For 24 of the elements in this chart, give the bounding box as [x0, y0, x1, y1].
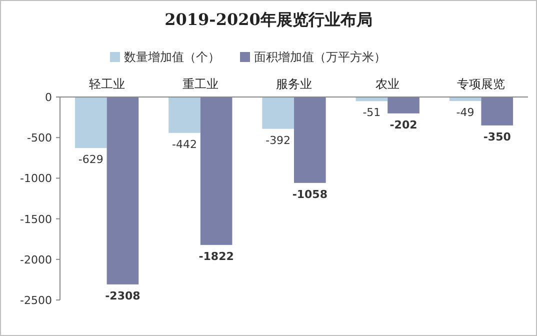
y-tick-label: -1500: [20, 212, 52, 226]
y-tick-label: -2000: [20, 253, 52, 266]
y-tick-label: -1000: [20, 172, 52, 186]
data-label: -442: [172, 138, 197, 151]
data-label: -51: [362, 106, 381, 120]
y-tick-label: -2500: [20, 294, 52, 307]
y-tick-label: -500: [27, 132, 52, 145]
data-label: -202: [390, 118, 418, 132]
data-label: -49: [456, 106, 474, 119]
legend-label: 面积增加值（万平方米）: [254, 50, 386, 64]
chart-title: 2019-2020年展览行业布局: [164, 10, 372, 29]
x-tick-label: 农业: [376, 77, 400, 91]
x-tick-label: 重工业: [182, 77, 218, 91]
legend-label: 数量增加值（个）: [124, 50, 220, 64]
data-label: -350: [483, 130, 512, 144]
data-label: -2308: [105, 289, 140, 302]
y-tick-label: 0: [45, 91, 52, 104]
x-tick-label: 专项展览: [457, 77, 506, 91]
data-label: -1058: [292, 188, 328, 201]
data-label: -629: [78, 153, 104, 166]
data-label: -392: [266, 134, 291, 147]
x-tick-label: 轻工业: [88, 77, 125, 91]
x-tick-label: 服务业: [276, 77, 312, 91]
data-label: -1822: [198, 250, 234, 263]
